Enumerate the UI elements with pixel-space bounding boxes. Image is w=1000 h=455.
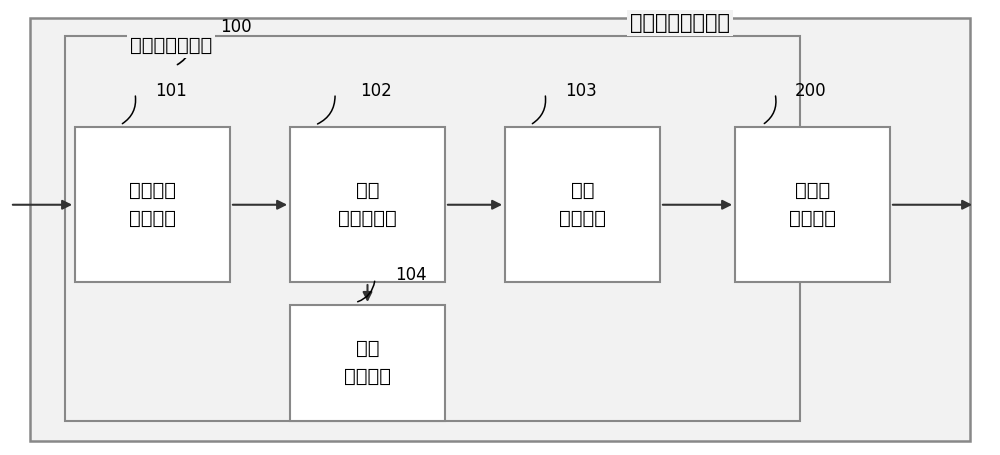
- Text: 101: 101: [155, 82, 187, 100]
- Text: 多变量
非方系统: 多变量 非方系统: [789, 181, 836, 228]
- Bar: [735, 127, 890, 282]
- Bar: [290, 305, 445, 421]
- Text: 广义
动态逆模块: 广义 动态逆模块: [338, 181, 397, 228]
- Text: 动态解耦
补唇模块: 动态解耦 补唇模块: [129, 181, 176, 228]
- Text: 200: 200: [795, 82, 827, 100]
- Text: 102: 102: [360, 82, 392, 100]
- Text: 104: 104: [395, 266, 427, 284]
- Bar: [75, 127, 230, 282]
- Text: 解耦内模控制器: 解耦内模控制器: [130, 36, 212, 55]
- Bar: [65, 36, 800, 421]
- Text: 100: 100: [220, 18, 252, 36]
- Bar: [290, 127, 445, 282]
- Text: 解耦内模控制系统: 解耦内模控制系统: [630, 13, 730, 33]
- Text: 低通
滤波模块: 低通 滤波模块: [559, 181, 606, 228]
- Text: 全通
补唇模块: 全通 补唇模块: [344, 339, 391, 386]
- Text: 103: 103: [565, 82, 597, 100]
- Bar: [505, 127, 660, 282]
